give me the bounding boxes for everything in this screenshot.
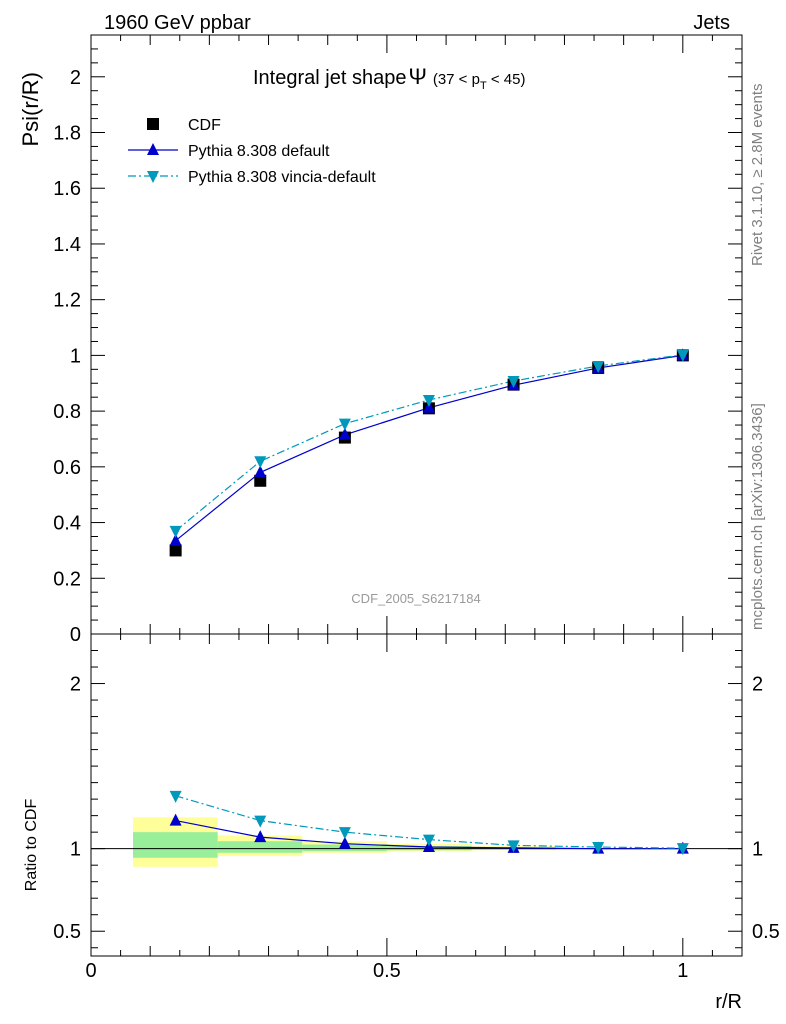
- main-ytick-label-6: 1.2: [53, 290, 81, 312]
- legend-marker-1: [147, 143, 159, 155]
- ratio-ytick-label-right-0: 0.5: [752, 921, 780, 943]
- ratio-ytick-label-right-2: 2: [752, 674, 763, 696]
- rivet-label: Rivet 3.1.10, ≥ 2.8M events: [749, 84, 766, 267]
- y-axis-label: Psi(r/R): [18, 72, 43, 147]
- chart-title: Integral jet shapeΨ (37 < pT < 45): [253, 64, 525, 92]
- legend-label-0: CDF: [188, 117, 221, 134]
- ratio-plot-frame: [90, 633, 743, 957]
- legend-marker-0: [147, 118, 159, 130]
- ratio-point-s1-0: [169, 790, 182, 803]
- title-range-lead: (37 < p: [433, 71, 480, 88]
- ratio-ytick-label-left-1: 1: [70, 839, 81, 861]
- xtick-label-1: 0.5: [373, 960, 401, 982]
- main-ytick-label-3: 0.6: [53, 457, 81, 479]
- x-axis-label: r/R: [715, 991, 742, 1013]
- ratio-point-s0-0: [169, 813, 182, 826]
- main-point-s2-5: [592, 360, 605, 373]
- main-ytick-label-0: 0: [70, 624, 81, 646]
- main-line-series-2: [175, 354, 683, 532]
- ratio-point-s0-1: [254, 830, 267, 843]
- uncertainty-bands: [91, 817, 742, 867]
- main-ytick-label-4: 0.8: [53, 401, 81, 423]
- main-ytick-label-9: 1.8: [53, 123, 81, 145]
- main-point-s1-0: [169, 533, 182, 546]
- ratio-y-axis-label: Ratio to CDF: [23, 799, 40, 892]
- main-point-s2-0: [169, 525, 182, 538]
- title-range-sub: T: [480, 80, 487, 92]
- ratio-ytick-label-left-0: 0.5: [53, 921, 81, 943]
- main-point-s0-0: [169, 544, 182, 557]
- title-main: Integral jet shape: [253, 67, 406, 89]
- main-point-s0-1: [254, 474, 267, 487]
- main-ytick-label-2: 0.4: [53, 513, 81, 535]
- main-point-s2-2: [338, 418, 351, 431]
- ratio-point-s1-3: [422, 834, 435, 847]
- xtick-label-2: 1: [677, 960, 688, 982]
- ratio-point-s1-5: [592, 842, 605, 855]
- band-green-0: [133, 832, 218, 858]
- mcplots-label: mcplots.cern.ch [arXiv:1306.3436]: [749, 403, 766, 630]
- legend-label-1: Pythia 8.308 default: [188, 143, 330, 160]
- main-ytick-label-1: 0.2: [53, 568, 81, 590]
- analysis-watermark: CDF_2005_S6217184: [351, 591, 480, 606]
- title-psi: Ψ: [408, 64, 426, 89]
- header-left: 1960 GeV ppbar: [104, 12, 251, 34]
- legend-label-2: Pythia 8.308 vincia-default: [188, 169, 376, 186]
- main-point-s2-3: [422, 394, 435, 407]
- ratio-point-s0-2: [338, 836, 351, 849]
- ratio-ytick-label-right-1: 1: [752, 839, 763, 861]
- main-line-series-1: [175, 354, 683, 542]
- main-point-s1-1: [254, 465, 267, 478]
- main-ytick-label-7: 1.4: [53, 234, 81, 256]
- title-range-tail: < 45): [487, 71, 526, 88]
- band-green-1: [217, 841, 303, 853]
- main-point-s1-2: [338, 427, 351, 440]
- main-point-s2-6: [676, 349, 689, 362]
- header-right: Jets: [693, 12, 730, 34]
- main-ytick-label-10: 2: [70, 67, 81, 89]
- ratio-point-s1-4: [507, 840, 520, 853]
- ratio-point-s1-6: [676, 843, 689, 856]
- legend: CDF Pythia 8.308 default Pythia 8.308 vinc…: [128, 117, 376, 186]
- ratio-point-s1-1: [254, 815, 267, 828]
- series-markers: [169, 348, 689, 856]
- xtick-label-0: 0: [85, 960, 96, 982]
- main-ytick-label-5: 1: [70, 345, 81, 367]
- legend-marker-2: [147, 171, 159, 183]
- main-point-s2-4: [507, 376, 520, 389]
- main-ytick-label-8: 1.6: [53, 178, 81, 200]
- main-point-s2-1: [254, 456, 267, 469]
- ratio-ytick-label-left-2: 2: [70, 674, 81, 696]
- axis-ticks: 00.20.40.60.811.21.41.61.820.5 0.51 12 20 0.…: [53, 35, 780, 982]
- ratio-point-s1-2: [338, 827, 351, 840]
